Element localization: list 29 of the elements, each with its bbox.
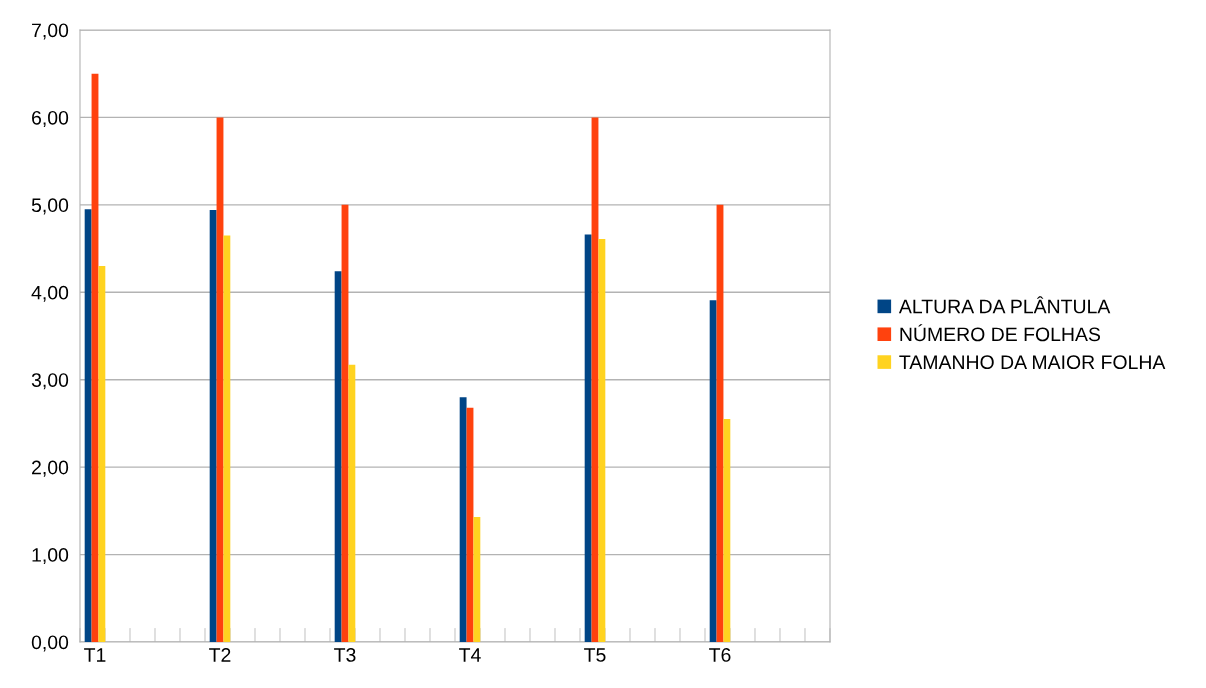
bar <box>709 300 717 642</box>
x-tick-label: T5 <box>584 648 606 662</box>
legend-label: NÚMERO DE FOLHAS <box>900 324 1101 342</box>
bar <box>98 266 106 642</box>
x-tick-label: T1 <box>84 648 106 662</box>
y-tick-label: 3,00 <box>31 373 69 390</box>
y-tick-label: 5,00 <box>31 198 69 215</box>
bar <box>209 210 217 642</box>
y-tick-label: 6,00 <box>32 110 69 127</box>
x-tick-label: T3 <box>334 648 356 662</box>
legend-label: TAMANHO DA MAIOR FOLHA <box>899 355 1166 370</box>
bar <box>348 364 356 642</box>
bar <box>459 397 467 642</box>
bar <box>223 235 231 642</box>
bar <box>584 234 592 642</box>
x-tick-label: T6 <box>709 648 731 662</box>
y-tick-label: 1,00 <box>32 548 69 565</box>
bar <box>334 271 342 642</box>
x-tick-label: T4 <box>459 648 481 662</box>
bar <box>723 419 731 642</box>
bar <box>473 516 481 642</box>
legend-label: ALTURA DA PLÂNTULA <box>898 296 1111 314</box>
y-tick-label: 7,00 <box>32 23 69 40</box>
y-tick-label: 2,00 <box>32 460 69 477</box>
bar <box>84 209 92 642</box>
y-tick-label: 0,00 <box>31 635 69 652</box>
y-tick-label: 4,00 <box>31 285 69 302</box>
x-tick-label: T2 <box>209 648 231 662</box>
bar <box>598 238 606 642</box>
